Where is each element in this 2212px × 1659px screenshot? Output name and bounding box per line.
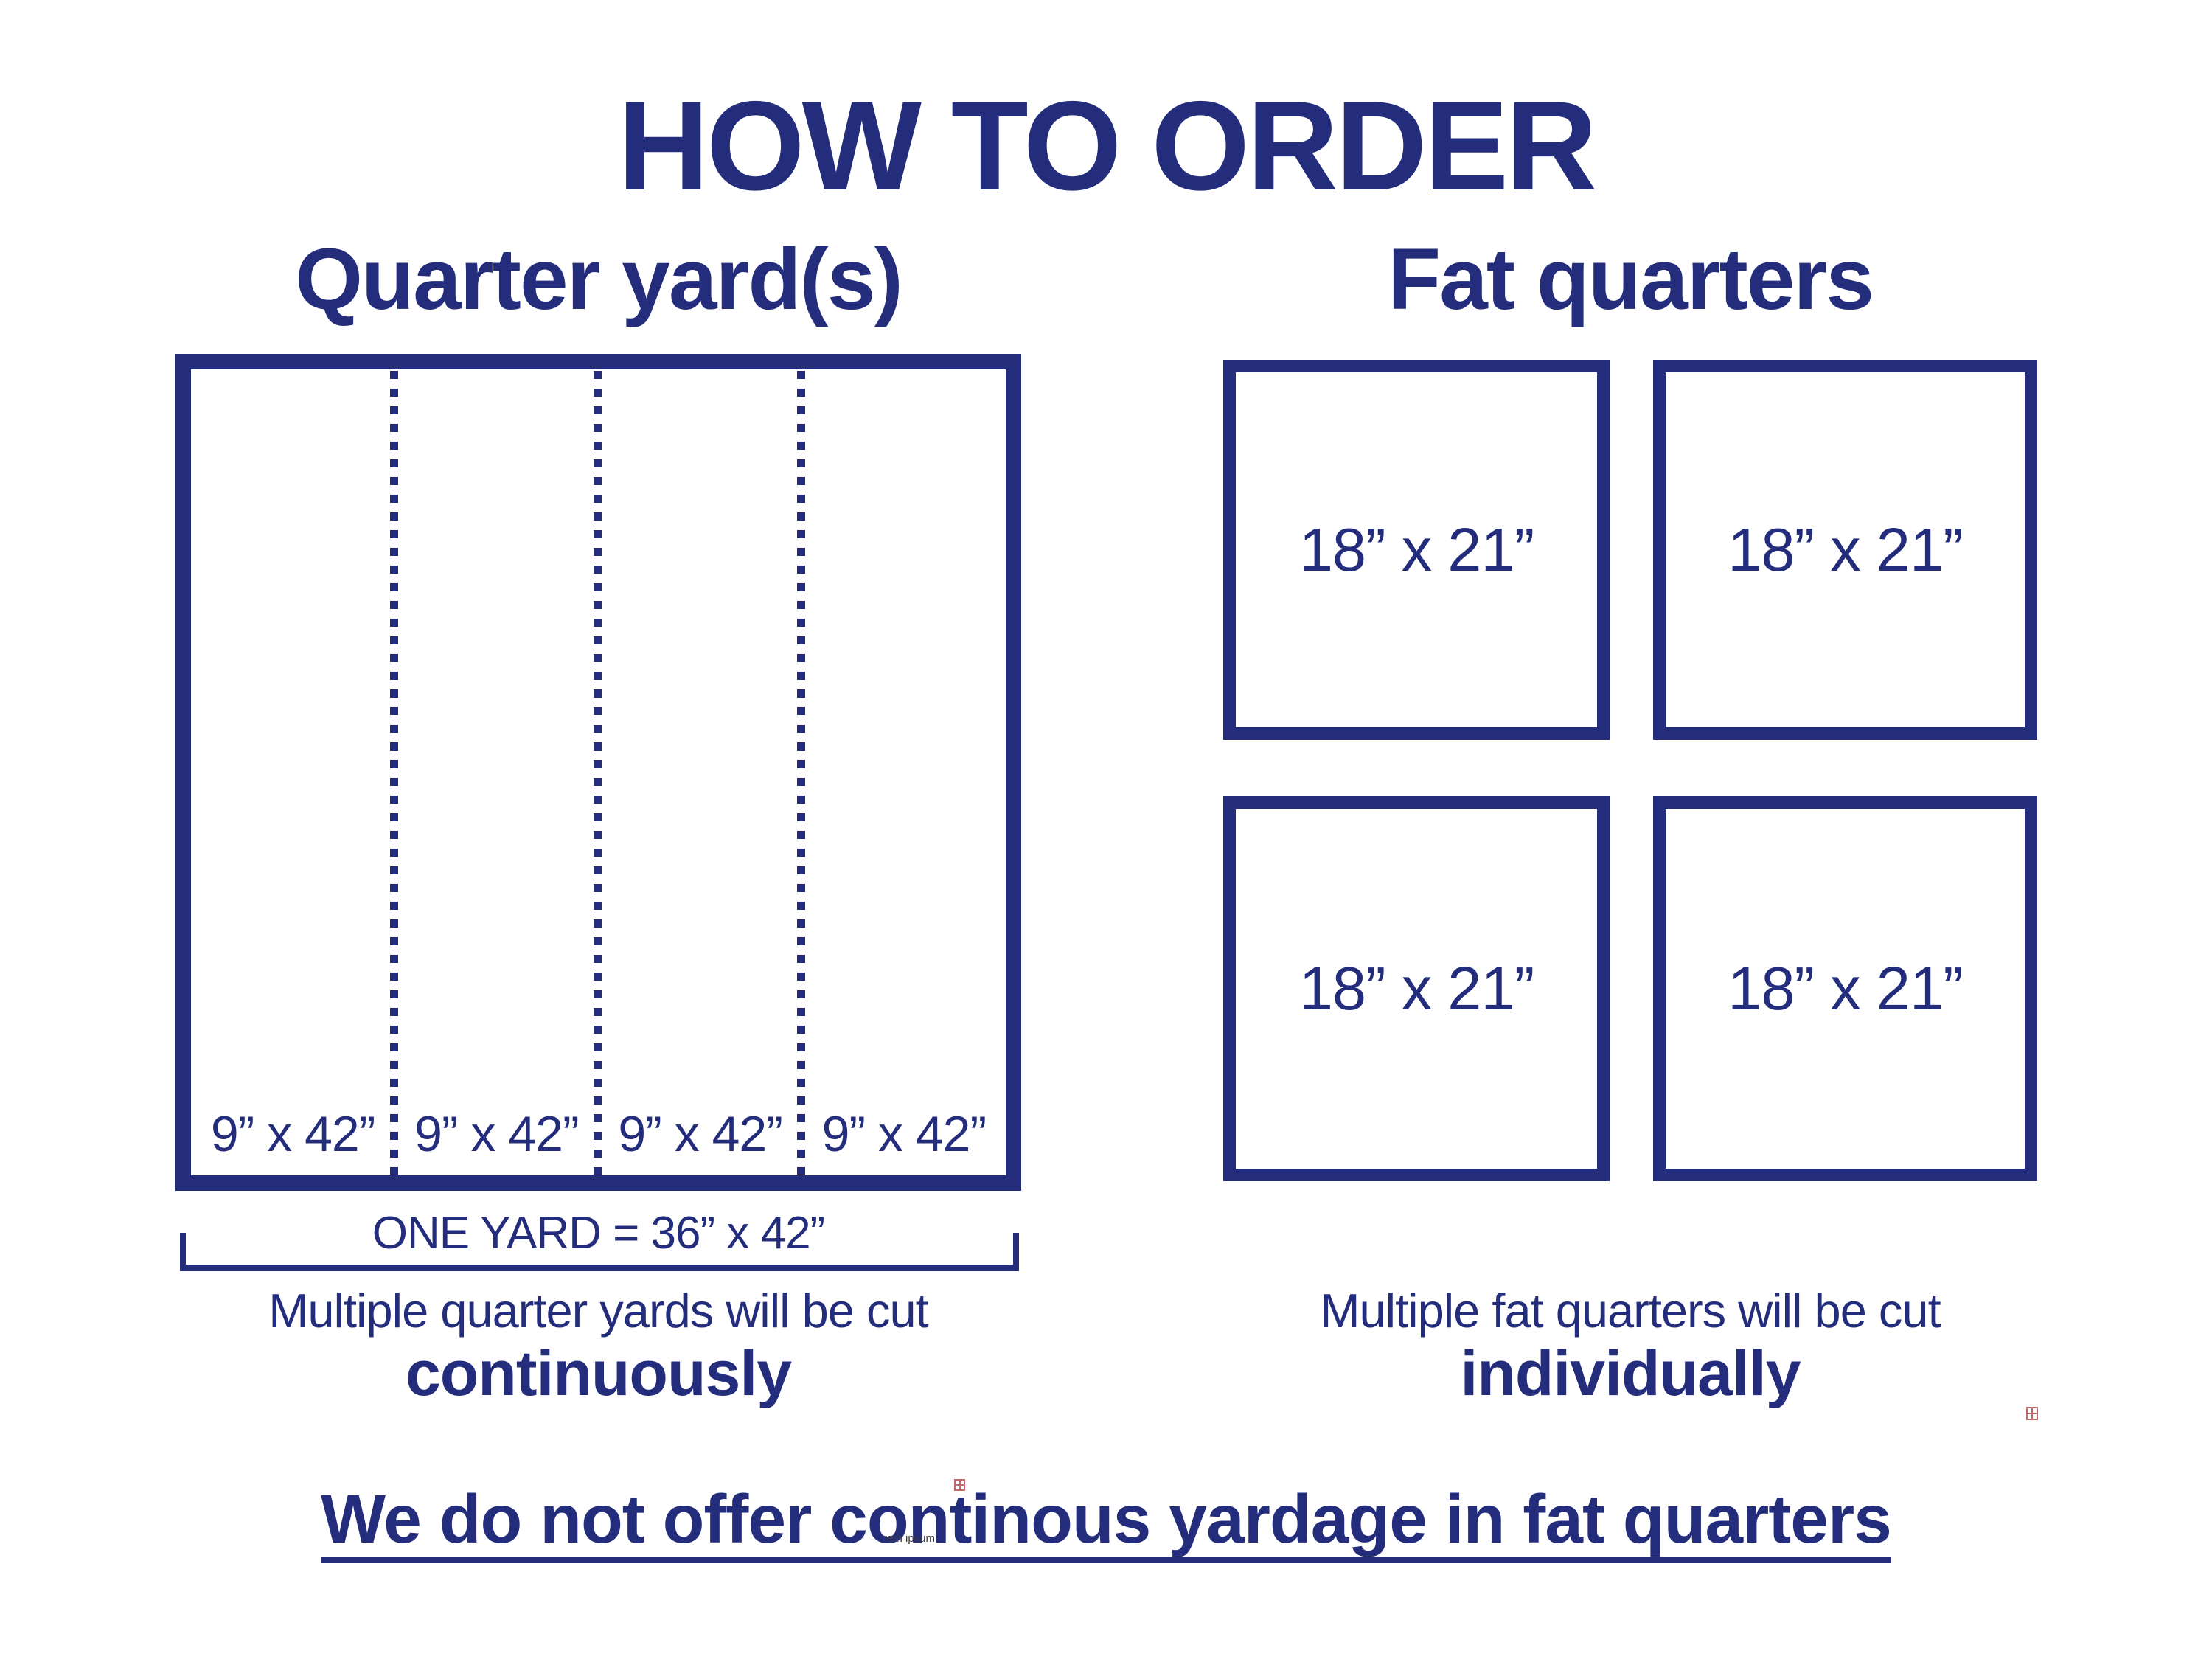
- strip-label: 9” x 42”: [210, 1106, 376, 1162]
- quarter-yards-heading: Quarter yard(s): [295, 231, 903, 328]
- fat-quarter-label: 18” x 21”: [1728, 515, 1964, 584]
- quarter-strip-labels: 9” x 42” 9” x 42” 9” x 42” 9” x 42”: [191, 1109, 1006, 1159]
- strip-label: 9” x 42”: [821, 1106, 987, 1162]
- lorem-ipsum-artifact: rem ipsum: [883, 1532, 936, 1545]
- cut-line-3: [797, 371, 805, 1175]
- one-yard-equation: ONE YARD = 36” x 42”: [372, 1208, 825, 1259]
- fat-quarter-square: 18” x 21”: [1223, 796, 1610, 1181]
- cut-line-1: [390, 371, 398, 1175]
- page-title: HOW TO ORDER: [617, 75, 1598, 217]
- fat-quarter-label: 18” x 21”: [1298, 954, 1535, 1023]
- fat-quarter-label: 18” x 21”: [1298, 515, 1535, 584]
- fat-quarter-label: 18” x 21”: [1728, 954, 1964, 1023]
- fat-note-emphasis: individually: [1460, 1338, 1801, 1409]
- fat-quarter-square: 18” x 21”: [1653, 796, 2037, 1181]
- table-marker-icon: [954, 1479, 965, 1491]
- quarter-note-text: Multiple quarter yards will be cut: [268, 1284, 928, 1338]
- fat-quarters-heading: Fat quarters: [1388, 231, 1874, 328]
- footer-statement-text: We do not offer continous yardage in fat…: [321, 1485, 1892, 1563]
- table-marker-icon: [2026, 1407, 2038, 1420]
- fat-quarter-square: 18” x 21”: [1223, 360, 1610, 740]
- one-yard-bracket: [180, 1233, 1019, 1271]
- cut-line-2: [594, 371, 602, 1175]
- quarter-note-emphasis: continuously: [405, 1338, 792, 1409]
- one-yard-square: [175, 354, 1021, 1191]
- strip-label: 9” x 42”: [414, 1106, 580, 1162]
- fat-quarter-square: 18” x 21”: [1653, 360, 2037, 740]
- strip-label: 9” x 42”: [618, 1106, 783, 1162]
- footer-statement: We do not offer continous yardage in fat…: [0, 1485, 2212, 1563]
- fat-note-text: Multiple fat quarters will be cut: [1320, 1284, 1941, 1338]
